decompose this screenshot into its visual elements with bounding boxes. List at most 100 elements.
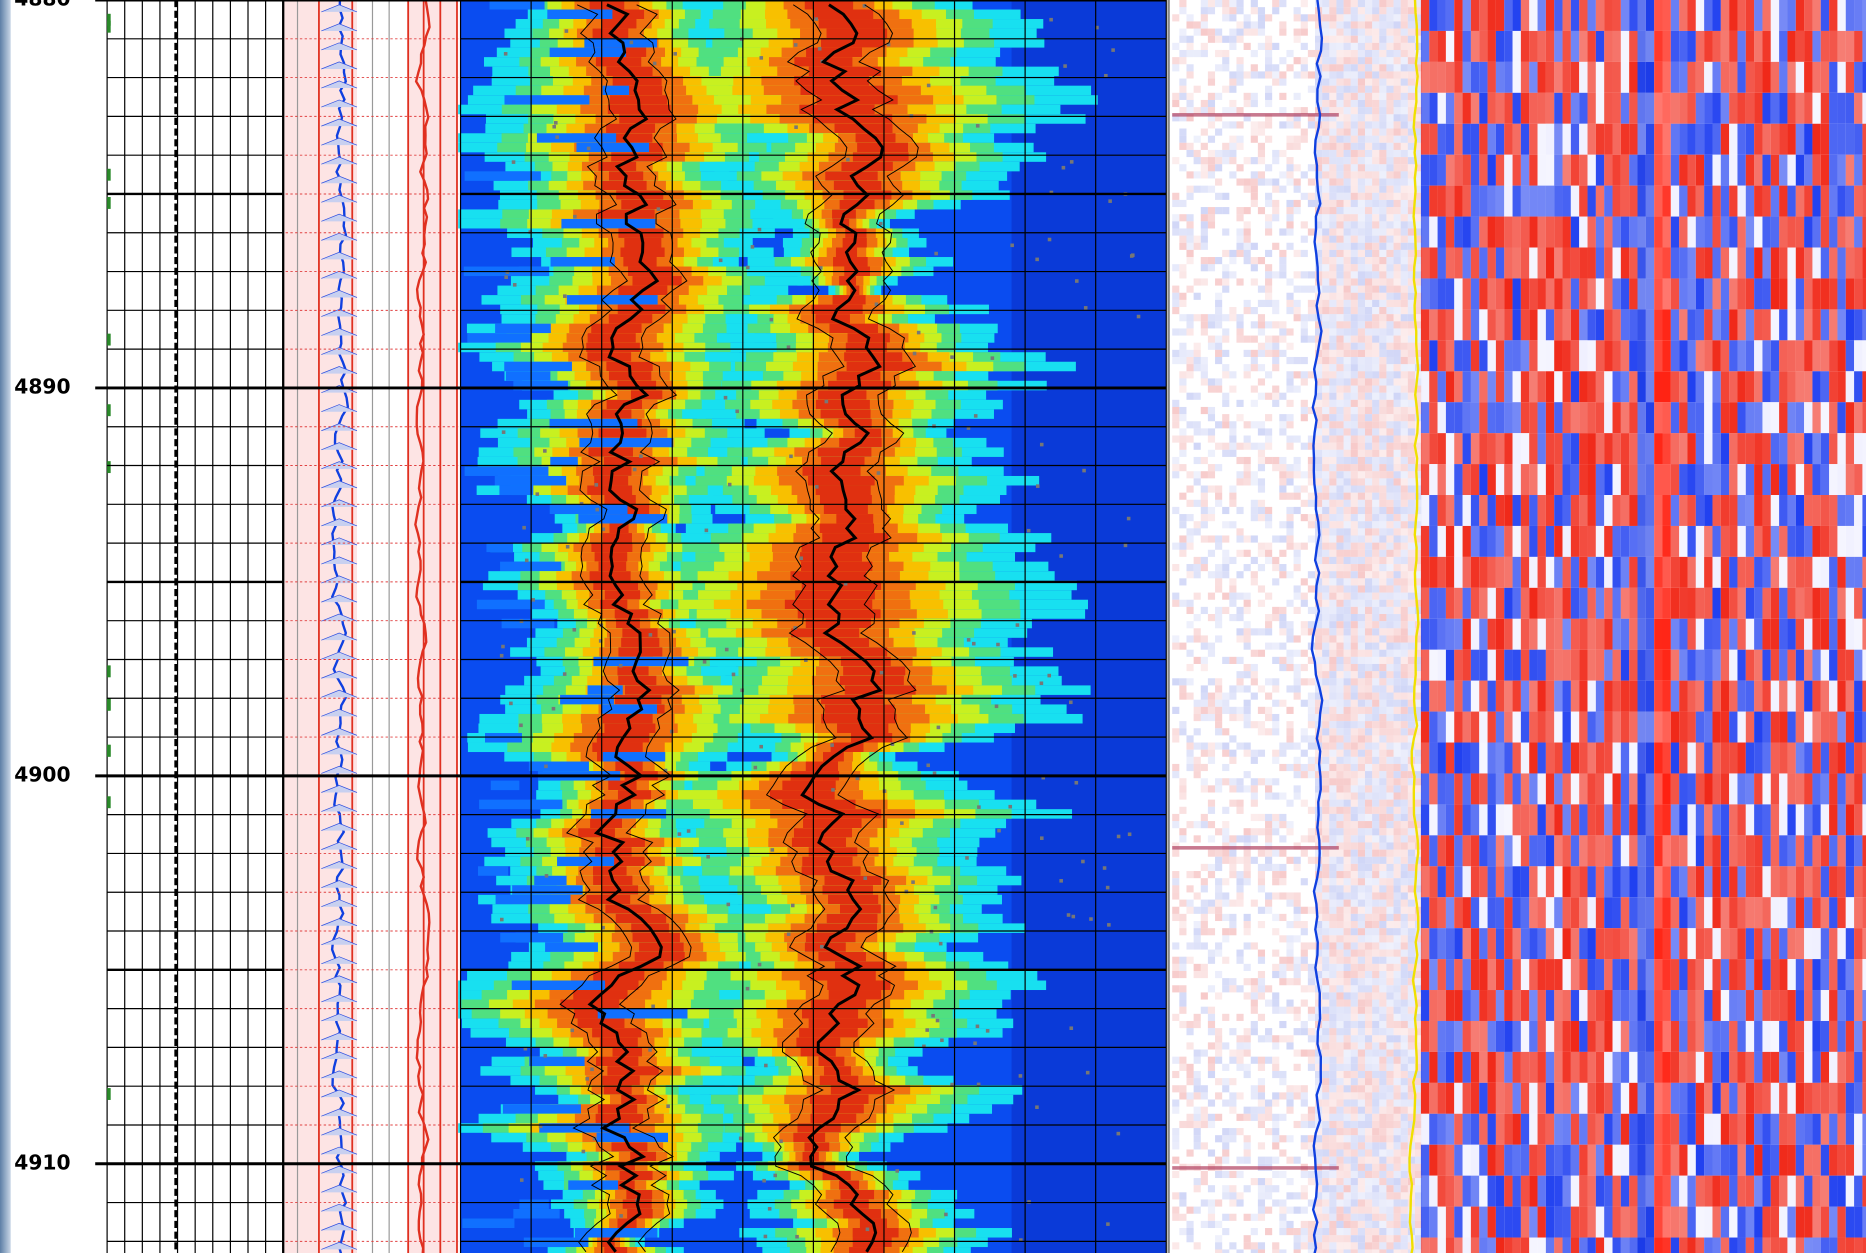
light-cell: [1322, 849, 1330, 857]
light-cell: [1379, 235, 1387, 243]
light-cell: [1236, 713, 1244, 722]
light-cell: [1236, 478, 1244, 486]
light-cell: [1179, 535, 1187, 543]
light-cell: [1329, 228, 1337, 236]
light-cell: [1222, 349, 1230, 357]
light-cell: [1329, 142, 1337, 150]
light-cell: [1329, 449, 1337, 457]
image-cell: [489, 0, 545, 10]
light-cell: [1336, 85, 1344, 93]
image-cell: [550, 456, 578, 467]
light-cell: [1407, 799, 1415, 807]
light-cell: [1236, 35, 1244, 43]
light-cell: [1172, 192, 1180, 200]
light-cell: [1193, 528, 1201, 536]
light-cell: [1400, 92, 1408, 100]
light-cell: [1286, 535, 1294, 543]
light-cell: [1336, 28, 1344, 36]
light-cell: [1222, 571, 1230, 579]
light-cell: [1357, 628, 1365, 636]
light-cell: [1350, 521, 1358, 529]
light-cell: [1329, 78, 1337, 86]
light-cell: [1300, 542, 1308, 550]
light-cell: [1393, 142, 1401, 150]
light-cell: [1343, 321, 1351, 329]
light-cell: [1222, 271, 1230, 279]
light-cell: [1186, 371, 1194, 379]
light-cell: [1279, 28, 1287, 36]
light-cell: [1215, 28, 1223, 36]
wiggle: [321, 1241, 358, 1250]
light-cell: [1400, 435, 1408, 443]
wiggle: [321, 1203, 358, 1212]
light-cell: [1322, 42, 1330, 50]
light-cell: [1243, 307, 1251, 315]
light-cell: [1336, 378, 1344, 386]
image-speck: [818, 266, 823, 270]
light-cell: [1350, 678, 1358, 686]
image-speck: [846, 157, 850, 162]
light-cell: [1414, 385, 1423, 393]
light-cell: [1207, 185, 1216, 193]
light-cell: [1379, 0, 1387, 8]
light-cell: [1315, 149, 1323, 158]
light-cell: [1272, 642, 1280, 650]
light-cell: [1257, 442, 1266, 450]
light-cell: [1350, 356, 1358, 365]
light-cell: [1407, 292, 1415, 300]
light-cell: [1300, 835, 1308, 843]
light-cell: [1265, 778, 1273, 786]
light-cell: [1172, 299, 1180, 308]
light-cell: [1407, 114, 1415, 122]
light-cell: [1229, 785, 1237, 793]
light-cell: [1393, 749, 1401, 757]
image-speck: [1035, 257, 1039, 262]
light-cell: [1350, 71, 1358, 79]
light-cell: [1407, 149, 1415, 158]
light-cell: [1307, 763, 1316, 772]
light-cell: [1407, 506, 1415, 515]
light-cell: [1414, 228, 1423, 236]
light-cell: [1172, 414, 1180, 422]
light-cell: [1250, 364, 1258, 372]
light-cell: [1179, 578, 1187, 586]
light-cell: [1336, 328, 1344, 336]
light-cell: [1236, 249, 1244, 258]
image-speck: [1015, 623, 1020, 627]
light-cell: [1229, 428, 1237, 436]
light-cell: [1322, 142, 1330, 150]
wiggle: [321, 251, 358, 260]
light-cell: [1279, 121, 1287, 129]
light-cell: [1322, 0, 1330, 8]
light-cell: [1379, 71, 1387, 79]
light-cell: [1343, 863, 1351, 872]
light-cell: [1300, 171, 1308, 179]
light-cell: [1322, 678, 1330, 686]
light-cell: [1364, 578, 1373, 586]
light-cell: [1379, 299, 1387, 308]
light-cell: [1336, 642, 1344, 650]
light-cell: [1364, 756, 1373, 764]
image-speck: [804, 658, 808, 662]
light-cell: [1393, 464, 1401, 472]
light-cell: [1343, 856, 1351, 864]
light-cell: [1315, 556, 1323, 565]
light-cell: [1357, 271, 1365, 279]
light-cell: [1372, 856, 1380, 864]
light-cell: [1186, 214, 1194, 222]
light-cell: [1222, 335, 1230, 343]
light-cell: [1272, 828, 1280, 836]
light-cell: [1329, 642, 1337, 650]
light-cell: [1386, 849, 1394, 857]
light-cell: [1386, 21, 1394, 29]
light-cell: [1229, 78, 1237, 86]
light-cell: [1257, 628, 1266, 636]
wiggle: [321, 670, 358, 679]
light-cell: [1400, 464, 1408, 472]
light-cell: [1379, 778, 1387, 786]
light-cell: [1343, 792, 1351, 800]
image-speck: [535, 492, 540, 496]
light-cell: [1179, 235, 1187, 243]
light-cell: [1357, 264, 1365, 272]
